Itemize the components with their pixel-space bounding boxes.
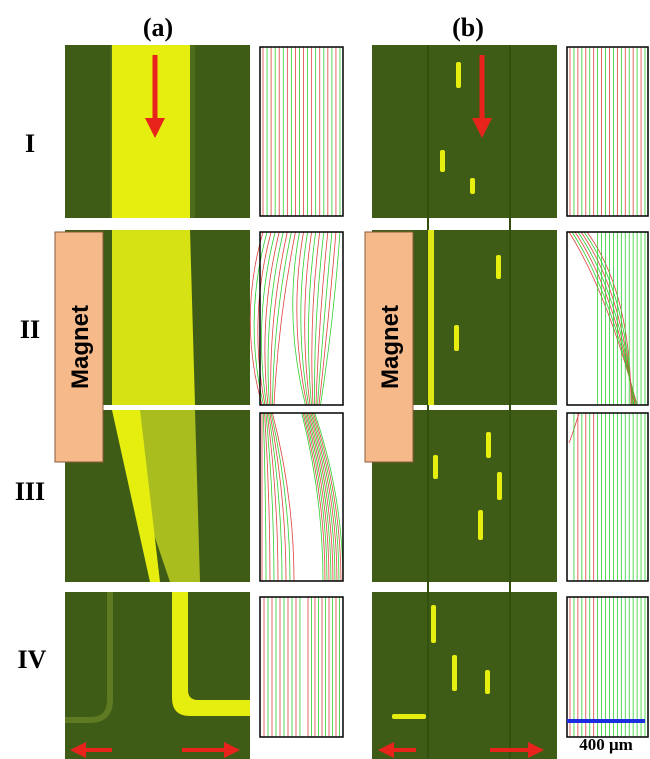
trajectory: [586, 231, 632, 406]
particle-stream: [112, 410, 160, 582]
panel-label: (a): [143, 13, 173, 42]
trajectory: [269, 412, 287, 582]
droplet: [456, 62, 461, 88]
trajectory: [264, 412, 271, 582]
trajectory: [583, 231, 633, 406]
trajectory: [314, 231, 325, 406]
trajectory: [268, 412, 283, 582]
trajectory: [249, 231, 264, 406]
trajectory: [308, 231, 317, 406]
particle-stream: [65, 592, 113, 723]
panel-label: (b): [452, 13, 484, 42]
droplet: [485, 670, 490, 694]
trajectory: [310, 412, 338, 582]
magnet-label: Magnet: [67, 305, 94, 389]
simulation-frame: [259, 596, 344, 738]
trajectory: [301, 412, 324, 582]
droplet: [478, 510, 483, 540]
trajectory: [307, 412, 334, 582]
droplet: [496, 255, 501, 279]
droplet: [433, 455, 438, 479]
trajectory: [304, 231, 313, 406]
trajectory: [261, 231, 276, 406]
particle-stream: [112, 45, 190, 218]
simulation-frame: [259, 231, 344, 406]
trajectory: [300, 231, 309, 406]
trajectory: [320, 231, 341, 406]
trajectory: [315, 231, 329, 406]
trajectory: [266, 412, 279, 582]
droplet: [392, 714, 426, 719]
trajectory: [303, 412, 328, 582]
row-label: I: [25, 129, 35, 158]
simulation-frame: [566, 412, 649, 582]
row-label: III: [15, 477, 45, 506]
trajectory: [272, 231, 292, 406]
trajectory: [296, 231, 308, 406]
trajectory: [313, 412, 342, 582]
trajectory: [311, 412, 340, 582]
particle-stream: [112, 230, 195, 405]
particle-stream: [172, 592, 250, 716]
trajectory: [318, 231, 337, 406]
trajectory: [311, 231, 321, 406]
scale-bar-label: 400 μm: [579, 735, 633, 754]
simulation-frame: [566, 231, 649, 406]
trajectory: [267, 231, 284, 406]
droplet: [431, 605, 436, 643]
simulation-frame: [259, 46, 344, 217]
trajectory: [273, 231, 296, 406]
simulation-frame: [566, 46, 649, 217]
droplet: [452, 655, 457, 691]
row-label: II: [20, 315, 40, 344]
trajectory: [302, 412, 326, 582]
trajectory: [265, 412, 275, 582]
droplet: [486, 432, 491, 458]
trajectory: [571, 231, 637, 406]
trajectory: [257, 231, 272, 406]
micrograph: [372, 45, 557, 218]
trajectory: [262, 412, 267, 582]
droplet: [440, 150, 445, 172]
droplet: [454, 325, 459, 351]
simulation-frame: [566, 596, 649, 738]
magnet: [364, 231, 414, 463]
trajectory: [305, 412, 330, 582]
trajectory: [272, 412, 295, 582]
droplet: [497, 472, 502, 500]
trajectory: [306, 412, 332, 582]
simulation-frame: [259, 412, 344, 582]
simulations: [249, 46, 649, 738]
droplet: [470, 178, 475, 194]
magnet-label: Magnet: [377, 305, 404, 389]
droplets: [392, 62, 502, 719]
trajectory: [270, 231, 288, 406]
trajectory: [270, 412, 291, 582]
particle-stream: [428, 230, 434, 405]
row-label: IV: [18, 645, 47, 674]
micrograph: [65, 592, 250, 759]
trajectory: [317, 231, 333, 406]
trajectory: [309, 412, 336, 582]
micrograph: [372, 592, 557, 759]
trajectory: [264, 231, 280, 406]
magnet: [54, 231, 104, 463]
trajectory: [292, 231, 306, 406]
